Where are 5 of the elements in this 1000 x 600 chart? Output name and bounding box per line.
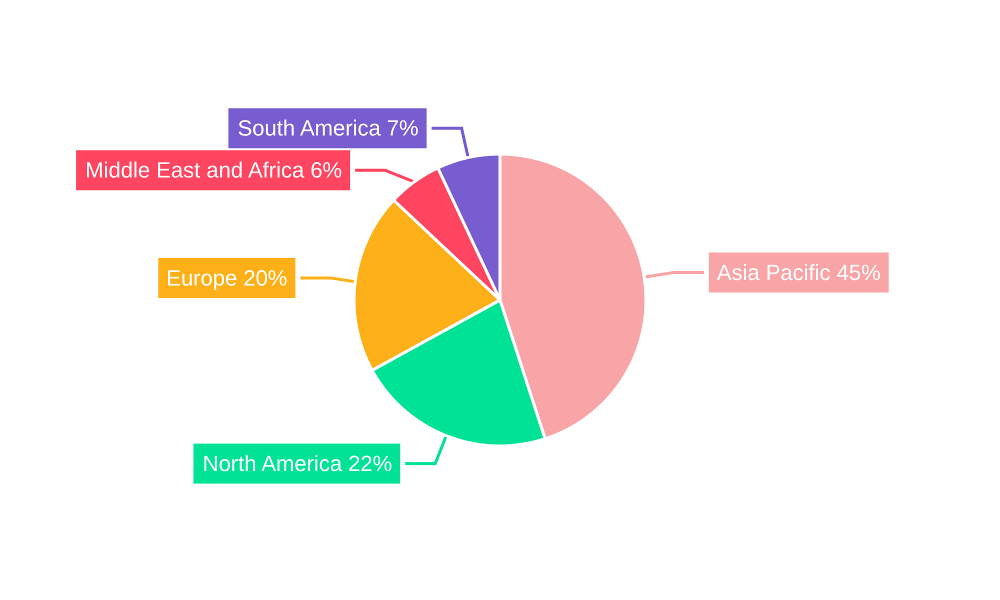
slice-label: Middle East and Africa 6% [85, 158, 342, 183]
slice-label: Asia Pacific 45% [716, 260, 881, 285]
slice-label: Europe 20% [166, 265, 288, 290]
slice-label: South America 7% [238, 116, 419, 141]
slice-label: North America 22% [202, 451, 392, 476]
